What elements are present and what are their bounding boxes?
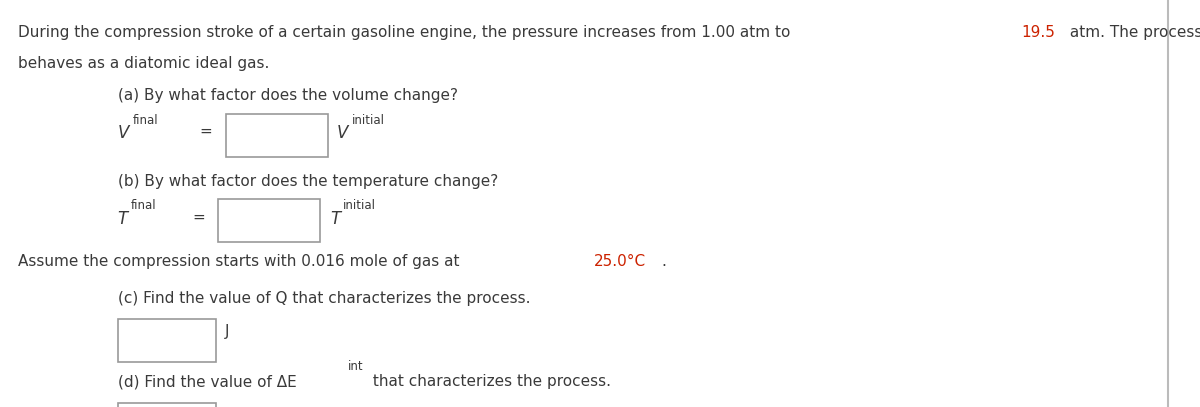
FancyBboxPatch shape [218,199,320,242]
Text: Assume the compression starts with 0.016 mole of gas at: Assume the compression starts with 0.016… [18,254,464,269]
Text: that characterizes the process.: that characterizes the process. [368,374,612,389]
Text: During the compression stroke of a certain gasoline engine, the pressure increas: During the compression stroke of a certa… [18,25,796,40]
Text: V: V [337,124,348,142]
Text: atm. The process is adiabatic and the air-fuel mixture: atm. The process is adiabatic and the ai… [1064,25,1200,40]
FancyBboxPatch shape [226,114,328,157]
Text: (b) By what factor does the temperature change?: (b) By what factor does the temperature … [118,174,498,189]
Text: =: = [199,124,212,139]
Text: 19.5: 19.5 [1021,25,1055,40]
Text: (d) Find the value of ΔE: (d) Find the value of ΔE [118,374,296,389]
Text: J: J [224,324,229,339]
Text: final: final [132,114,158,127]
Text: (c) Find the value of Q that characterizes the process.: (c) Find the value of Q that characteriz… [118,291,530,306]
Text: .: . [661,254,666,269]
Text: V: V [118,124,128,142]
Text: behaves as a diatomic ideal gas.: behaves as a diatomic ideal gas. [18,56,269,71]
Text: final: final [131,199,156,212]
FancyBboxPatch shape [118,403,216,407]
Text: (a) By what factor does the volume change?: (a) By what factor does the volume chang… [118,88,457,103]
Text: initial: initial [352,114,385,127]
Text: int: int [348,360,364,373]
Text: T: T [118,210,127,228]
Text: 25.0°C: 25.0°C [594,254,646,269]
Text: =: = [192,210,205,225]
Text: T: T [330,210,340,228]
FancyBboxPatch shape [118,319,216,362]
Text: initial: initial [343,199,376,212]
